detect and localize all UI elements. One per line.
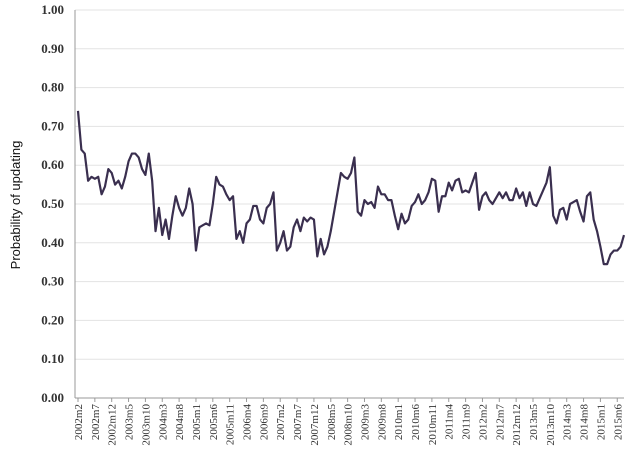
x-tick-label: 2014m3 (562, 404, 574, 441)
x-tick-label: 2006m4 (242, 404, 254, 441)
x-tick-label: 2009m3 (359, 404, 371, 441)
x-tick-label: 2008m5 (326, 404, 338, 441)
x-tick-label: 2010m1 (393, 404, 405, 440)
x-tick-label: 2005m1 (191, 404, 203, 440)
x-tick-label: 2006m9 (258, 404, 270, 441)
y-tick-label: 0.60 (41, 157, 64, 172)
y-tick-label: 1.00 (41, 2, 64, 17)
x-tick-label: 2012m2 (477, 404, 489, 440)
x-tick-label: 2007m7 (292, 404, 304, 441)
x-tick-label: 2002m7 (90, 404, 102, 441)
x-tick-label: 2015m6 (612, 404, 624, 441)
x-tick-label: 2003m10 (140, 404, 152, 446)
x-tick-label: 2004m3 (157, 404, 169, 441)
y-tick-label: 0.90 (41, 41, 64, 56)
x-tick-label: 2014m8 (579, 404, 591, 441)
x-tick-label: 2008m10 (343, 404, 355, 446)
y-tick-label: 0.70 (41, 118, 64, 133)
y-tick-label: 0.10 (41, 351, 64, 366)
y-axis-label: Probability of updating (8, 141, 23, 270)
x-tick-label: 2010m6 (410, 404, 422, 441)
x-tick-label: 2012m12 (511, 404, 523, 446)
x-tick-label: 2005m11 (225, 404, 237, 445)
y-tick-label: 0.80 (41, 80, 64, 95)
x-tick-label: 2007m12 (309, 404, 321, 446)
data-line (76, 110, 625, 266)
x-tick-label: 2009m8 (376, 404, 388, 441)
x-tick-label: 2013m5 (528, 404, 540, 441)
x-tick-label: 2007m2 (275, 404, 287, 440)
y-tick-label: 0.40 (41, 235, 64, 250)
x-tick-label: 2005m6 (208, 404, 220, 441)
x-tick-label: 2010m11 (427, 404, 439, 445)
x-tick-label: 2011m4 (444, 404, 456, 440)
x-tick-label: 2011m9 (461, 404, 473, 440)
x-tick-label: 2013m10 (545, 404, 557, 446)
y-tick-label: 0.20 (41, 312, 64, 327)
y-tick-label: 0.00 (41, 390, 64, 405)
x-tick-label: 2002m12 (107, 404, 119, 446)
x-tick-label: 2004m8 (174, 404, 186, 441)
y-tick-label: 0.30 (41, 274, 64, 289)
x-tick-label: 2002m2 (73, 404, 85, 440)
y-tick-label: 0.50 (41, 196, 64, 211)
x-tick-label: 2015m1 (595, 404, 607, 440)
x-tick-label: 2003m5 (124, 404, 136, 441)
x-tick-label: 2012m7 (494, 404, 506, 441)
